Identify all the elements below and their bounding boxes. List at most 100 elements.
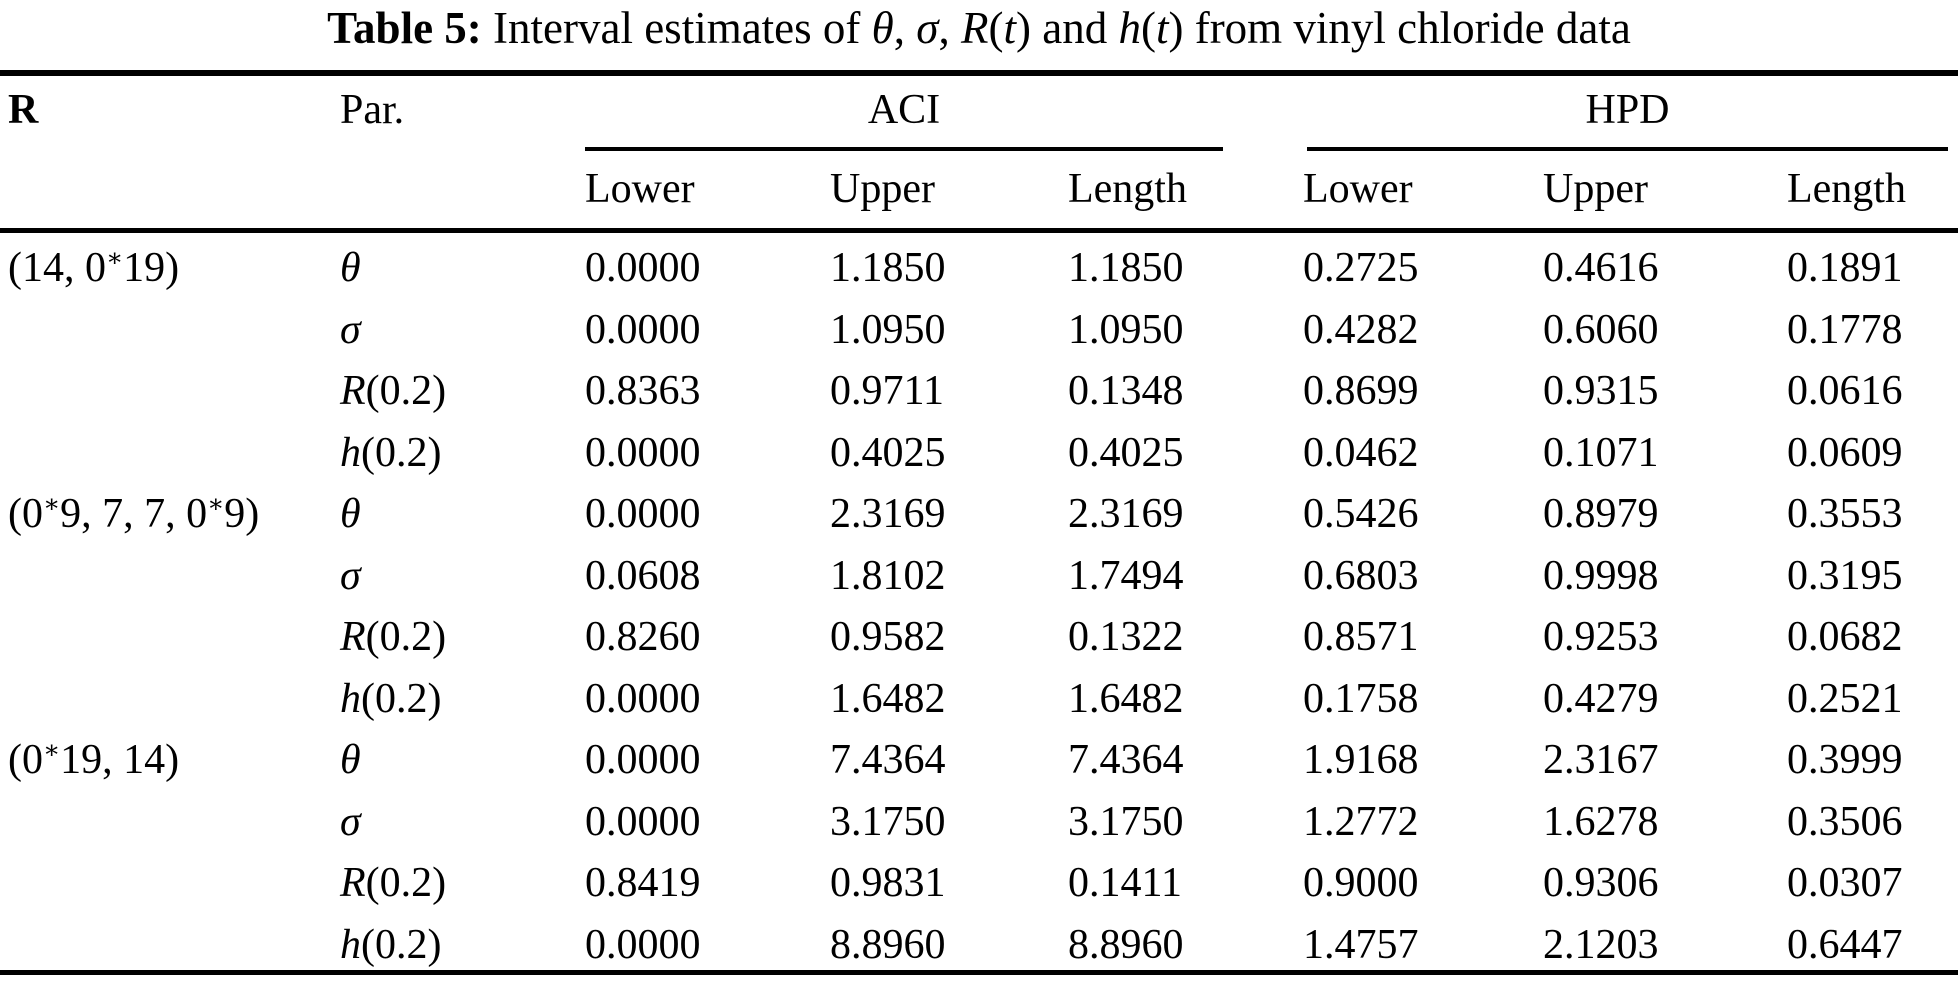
value-cell: 0.1778 [1787, 306, 1903, 353]
value-cell: 0.4616 [1543, 245, 1659, 291]
table-row: (14, 0∗19) θ 0.0000 1.1850 1.1850 0.2725 0.461… [0, 244, 1958, 306]
parameter-label: h(0.2) [340, 675, 442, 722]
value-cell: 7.4364 [1068, 737, 1184, 783]
value-cell: 0.0000 [585, 245, 701, 291]
value-cell: 1.8102 [830, 552, 946, 599]
value-cell: 2.1203 [1543, 921, 1659, 968]
value-cell: 2.3167 [1543, 737, 1659, 783]
value-cell: 0.1891 [1787, 245, 1903, 291]
value-cell: 0.0609 [1787, 429, 1903, 476]
value-cell: 0.0000 [585, 737, 701, 783]
value-cell: 0.0000 [585, 306, 701, 353]
table-bottom-rule [0, 970, 1958, 975]
value-cell: 0.1071 [1543, 429, 1659, 476]
censoring-scheme-label: (0∗9, 7, 7, 0∗9) [8, 491, 260, 537]
parameter-label: σ [340, 798, 361, 845]
value-cell: 0.0307 [1787, 860, 1903, 906]
table-caption-label: Table 5: [327, 3, 482, 53]
value-cell: 0.0000 [585, 491, 701, 537]
value-cell: 0.3195 [1787, 552, 1903, 599]
table-row: h(0.2) 0.0000 1.6482 1.6482 0.1758 0.4279 0.25… [0, 675, 1958, 737]
table-row: (0∗9, 7, 7, 0∗9) θ 0.0000 2.3169 2.3169 0.542… [0, 490, 1958, 552]
header-parameter: Par. [340, 87, 405, 133]
value-cell: 0.4025 [830, 429, 946, 476]
value-cell: 0.8571 [1303, 614, 1419, 660]
value-cell: 0.2521 [1787, 675, 1903, 722]
value-cell: 0.9711 [830, 368, 944, 414]
aci-group-rule [585, 147, 1223, 151]
value-cell: 1.9168 [1303, 737, 1419, 783]
value-cell: 0.9000 [1303, 860, 1419, 906]
value-cell: 0.3999 [1787, 737, 1903, 783]
header-group-hpd: HPD [1585, 87, 1670, 133]
parameter-label: R(0.2) [340, 368, 447, 414]
header-hpd-upper: Upper [1543, 166, 1648, 212]
table-row: σ 0.0000 1.0950 1.0950 0.4282 0.6060 0.1778 [0, 306, 1958, 368]
header-aci-length: Length [1068, 166, 1187, 212]
value-cell: 0.2725 [1303, 245, 1419, 291]
value-cell: 0.1322 [1068, 614, 1184, 660]
table-row: (0∗19, 14) θ 0.0000 7.4364 7.4364 1.9168 2.316… [0, 736, 1958, 798]
value-cell: 0.6803 [1303, 552, 1419, 599]
parameter-label: θ [340, 737, 361, 783]
value-cell: 8.8960 [830, 921, 946, 968]
value-cell: 0.9831 [830, 860, 946, 906]
value-cell: 1.6482 [830, 675, 946, 722]
value-cell: 7.4364 [830, 737, 946, 783]
value-cell: 1.2772 [1303, 798, 1419, 845]
parameter-label: θ [340, 491, 361, 537]
value-cell: 0.1758 [1303, 675, 1419, 722]
header-aci-lower: Lower [585, 166, 695, 212]
value-cell: 0.4282 [1303, 306, 1419, 353]
table-caption: Table 5: Interval estimates of θ, σ, R(t… [0, 2, 1958, 54]
value-cell: 0.0616 [1787, 368, 1903, 414]
parameter-label: R(0.2) [340, 614, 447, 660]
value-cell: 0.0462 [1303, 429, 1419, 476]
header-censoring-scheme: R [8, 87, 39, 133]
parameter-label: σ [340, 552, 361, 599]
value-cell: 1.0950 [830, 306, 946, 353]
table-row: R(0.2) 0.8419 0.9831 0.1411 0.9000 0.9306 0.03… [0, 859, 1958, 921]
table-row: R(0.2) 0.8260 0.9582 0.1322 0.8571 0.9253 0.06… [0, 613, 1958, 675]
hpd-group-rule [1307, 147, 1948, 151]
value-cell: 0.1348 [1068, 368, 1184, 414]
value-cell: 0.9253 [1543, 614, 1659, 660]
table-caption-text: Interval estimates of θ, σ, R(t) and h(t… [481, 3, 1631, 53]
header-hpd-lower: Lower [1303, 166, 1413, 212]
value-cell: 0.9306 [1543, 860, 1659, 906]
header-group-aci: ACI [867, 87, 941, 133]
value-cell: 0.8419 [585, 860, 701, 906]
value-cell: 0.0000 [585, 429, 701, 476]
table-row: h(0.2) 0.0000 0.4025 0.4025 0.0462 0.1071 0.06… [0, 429, 1958, 491]
value-cell: 0.5426 [1303, 491, 1419, 537]
value-cell: 1.0950 [1068, 306, 1184, 353]
value-cell: 0.3553 [1787, 491, 1903, 537]
value-cell: 0.4279 [1543, 675, 1659, 722]
value-cell: 0.8979 [1543, 491, 1659, 537]
value-cell: 1.1850 [1068, 245, 1184, 291]
parameter-label: h(0.2) [340, 921, 442, 968]
table-row: σ 0.0000 3.1750 3.1750 1.2772 1.6278 0.3506 [0, 798, 1958, 860]
value-cell: 0.0000 [585, 675, 701, 722]
value-cell: 0.9315 [1543, 368, 1659, 414]
table-row: σ 0.0608 1.8102 1.7494 0.6803 0.9998 0.3195 [0, 552, 1958, 614]
value-cell: 2.3169 [830, 491, 946, 537]
value-cell: 2.3169 [1068, 491, 1184, 537]
table-top-rule [0, 70, 1958, 76]
value-cell: 0.1411 [1068, 860, 1182, 906]
value-cell: 0.0000 [585, 798, 701, 845]
value-cell: 0.3506 [1787, 798, 1903, 845]
table-row: h(0.2) 0.0000 8.8960 8.8960 1.4757 2.1203 0.64… [0, 921, 1958, 983]
table-row: R(0.2) 0.8363 0.9711 0.1348 0.8699 0.9315 0.06… [0, 367, 1958, 429]
value-cell: 1.4757 [1303, 921, 1419, 968]
value-cell: 0.8363 [585, 368, 701, 414]
parameter-label: R(0.2) [340, 860, 447, 906]
table-header-rule [0, 228, 1958, 233]
value-cell: 0.9998 [1543, 552, 1659, 599]
value-cell: 0.0682 [1787, 614, 1903, 660]
value-cell: 0.6447 [1787, 921, 1903, 968]
censoring-scheme-label: (14, 0∗19) [8, 245, 180, 291]
value-cell: 0.0608 [585, 552, 701, 599]
value-cell: 1.6278 [1543, 798, 1659, 845]
